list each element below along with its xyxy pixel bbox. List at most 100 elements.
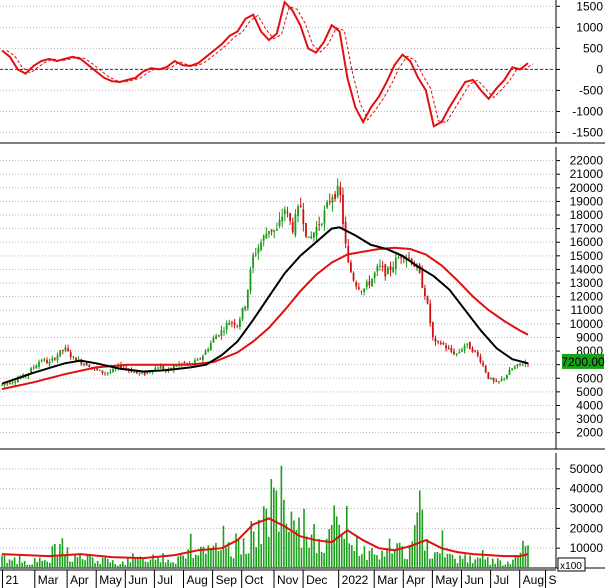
volume-bar [496,558,499,568]
volume-bar [381,550,383,568]
x-axis-label: Oct [245,573,264,587]
volume-bar [255,547,257,568]
price-candle-body [53,358,56,360]
volume-bar [431,558,434,568]
volume-bar [491,558,494,568]
price-candle-body [30,368,32,374]
price-candle-body [51,358,54,361]
volume-bar [174,563,177,568]
price-candle-body [326,202,329,208]
volume-bar [127,558,129,568]
volume-bar [313,524,315,568]
volume-bar [315,553,318,568]
volume-bar [132,553,134,568]
osc-tick-label: 1000 [576,20,603,34]
price-candle-body [109,371,112,373]
price-candle-body [487,372,490,379]
price-candle-body [413,264,416,267]
price-candle-body [38,361,40,367]
price-candle-body [508,370,511,375]
volume-bar [23,560,26,568]
price-candle-body [291,221,294,233]
volume-bar [368,550,371,568]
volume-bar [56,556,59,568]
price-candle-body [6,383,9,385]
volume-bar [217,551,220,568]
volume-bar [182,555,185,568]
price-tick-label: 3000 [576,412,603,426]
price-candle-body [80,359,83,365]
price-candle-body [194,360,196,365]
price-ma-short-line [1,226,529,385]
x-axis-label: Apr [406,573,425,587]
price-candle-body [125,367,128,369]
x-axis-label: Mar [38,573,59,587]
volume-bar [139,556,142,568]
price-candle-body [394,257,397,270]
volume-ma-line [1,517,529,560]
volume-bar [79,554,81,568]
osc-plot-area [0,0,556,143]
price-tick-label: 22000 [570,154,604,168]
volume-bar [403,558,406,568]
volume-bar [267,536,270,568]
price-candle-body [212,337,215,343]
price-candle-body [175,366,178,368]
vol-tick-label: 20000 [570,521,604,535]
price-candle-body [458,351,461,353]
volume-bar [41,560,44,568]
price-candle-body [445,345,447,349]
price-candle-body [310,236,313,239]
volume-bar [456,563,459,568]
price-tick-label: 13000 [570,276,604,290]
volume-bar [232,558,235,568]
price-candle-body [281,216,284,222]
price-candle-body [249,269,252,291]
volume-bar [527,545,529,568]
volume-bar [300,547,303,568]
price-candle-body [342,194,344,224]
price-candle-body [368,281,371,286]
volume-bar [288,531,290,568]
price-candle-body [490,378,492,380]
price-candle-body [461,349,463,352]
last-price-box [562,353,604,369]
x-axis-label: Aug [186,573,207,587]
volume-bar [250,521,252,568]
volume-bar [298,517,300,568]
price-candle-body [447,347,450,350]
volume-bar [101,557,104,568]
price-candle-body [516,364,519,367]
price-candle-body [275,228,278,231]
volume-bar [119,564,122,568]
volume-bar [270,479,273,568]
price-candle-body [225,323,228,330]
price-tick-label: 5000 [576,385,603,399]
volume-bar [396,543,398,568]
price-candle-body [503,378,506,380]
price-candle-body [307,236,310,238]
price-tick-label: 11000 [571,303,604,317]
volume-bar [124,564,127,568]
volume-bar [486,557,489,568]
volume-bar [512,559,514,568]
volume-bar [207,545,210,568]
volume-bar [212,545,215,568]
last-price-label: 7200.00 [561,355,605,369]
price-candle-body [268,230,270,235]
volume-bar [416,512,419,568]
volume-bar [471,563,474,568]
price-candle-body [479,356,482,362]
price-candle-body [371,278,373,287]
price-candle-body [289,213,292,222]
volume-bar [303,508,305,568]
price-candle-body [135,370,138,373]
price-candle-body [376,266,379,272]
price-candle-body [336,185,339,197]
volume-bar [149,559,152,568]
price-candle-body [363,288,366,292]
price-candle-body [455,353,458,355]
vol-tick-label: 30000 [570,502,604,516]
price-tick-label: 14000 [570,262,604,276]
volume-bar [519,552,522,568]
